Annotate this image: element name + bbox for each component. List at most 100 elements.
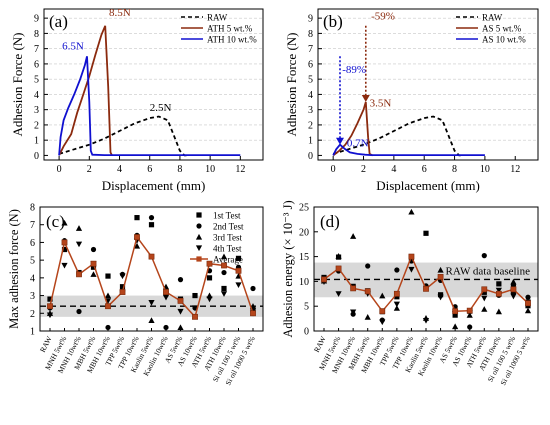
marker-triangle-up [133,242,141,249]
annotation-label: 2.5N [150,102,172,114]
y-tick-label: 1 [308,136,313,147]
marker-square [134,215,140,221]
y-tick-label: 4 [34,90,39,101]
y-tick-label: 5 [30,256,35,267]
marker-square [481,289,487,295]
marker-circle [163,324,169,331]
y-tick-label: 25 [299,203,309,214]
panel-label: (d) [320,212,340,231]
x-tick-label: 8 [452,164,457,175]
legend-label: 1st Test [213,211,241,221]
marker-triangle-down [220,291,228,297]
y-tick-label: 3 [308,105,313,116]
x-tick-label: 10 [205,164,215,175]
y-tick-label: 9 [34,14,39,25]
average-marker [437,274,444,280]
average-marker [335,265,342,272]
marker-square [423,230,429,236]
average-marker [76,271,82,278]
marker-triangle-up [379,292,386,299]
legend-label: RAW [482,13,503,23]
marker-triangle-down [61,262,68,269]
x-tick-label: 4 [391,164,396,175]
marker-triangle-up [495,308,502,315]
y-tick-label: 15 [299,252,309,263]
marker-square [235,255,242,261]
marker-triangle-down [177,308,184,315]
x-tick-label: 10 [480,164,490,175]
series-line-2 [332,143,485,156]
plot-frame [317,8,539,161]
y-axis-label: Max adhesion force (N) [7,209,21,329]
average-marker [221,262,227,269]
y-tick-label: 2 [308,120,313,131]
marker-triangle-down [235,282,242,289]
marker-circle [481,253,487,259]
x-axis-label: Displacement (mm) [376,178,480,193]
marker-triangle-down [195,245,203,252]
y-tick-label: 3 [30,291,35,302]
reference-arrow-head [336,137,344,145]
x-tick-label: 12 [510,164,520,175]
marker-circle [105,324,111,331]
y-tick-label: 10 [299,277,309,288]
x-tick-label: 12 [235,164,245,175]
y-tick-label: 7 [30,220,35,231]
marker-triangle-down [335,291,342,297]
marker-square [105,273,111,279]
x-tick-label: 8 [177,164,182,175]
marker-triangle-up [524,307,532,314]
annotation-label: -59% [371,11,395,23]
average-marker [321,276,327,283]
annotation-label: 6.5N [62,40,84,52]
average-marker [525,300,531,307]
average-marker [408,253,415,260]
average-marker [61,239,68,246]
marker-square [496,281,502,287]
average-marker [192,313,198,320]
marker-triangle-down [119,273,126,280]
marker-circle [221,269,227,276]
y-tick-label: 1 [34,136,39,147]
annotation-label: -89% [342,64,366,76]
x-tick-label: 0 [57,164,62,175]
panel-label: (a) [49,12,68,31]
y-tick-label: 7 [34,44,39,55]
y-tick-label: 0 [34,151,39,162]
marker-triangle-down [481,295,488,302]
legend-label: 3rd Test [213,233,242,243]
marker-circle [467,324,473,330]
average-marker [90,260,97,267]
legend-label: RAW [207,13,228,23]
average-marker [350,285,357,292]
marker-triangle-up [220,253,228,260]
marker-circle [365,263,371,269]
average-marker [510,286,517,293]
marker-circle [196,223,202,229]
marker-triangle-down [422,317,430,324]
y-tick-label: 6 [34,59,39,70]
marker-triangle-up [104,292,112,299]
y-tick-label: 1 [30,327,35,338]
marker-square [394,294,400,300]
y-axis-label: Adhesion Force (N) [284,33,299,137]
marker-triangle-down [408,266,415,273]
marker-square [206,275,213,281]
marker-triangle-up [335,253,342,259]
x-tick-label: 2 [87,164,92,175]
series-line-0 [58,115,189,157]
y-tick-label: 8 [308,29,313,40]
marker-circle [177,277,184,283]
average-marker [134,234,140,241]
y-tick-label: 6 [308,59,313,70]
average-marker [177,297,184,304]
baseline-label: RAW data baseline [446,265,531,277]
panel-label: (b) [323,12,343,31]
marker-triangle-up [75,225,83,231]
x-tick-label: 2 [361,164,366,175]
marker-triangle-up [195,233,203,240]
y-tick-label: 8 [34,29,39,40]
y-tick-label: 6 [30,238,35,249]
y-tick-label: 2 [30,309,35,320]
